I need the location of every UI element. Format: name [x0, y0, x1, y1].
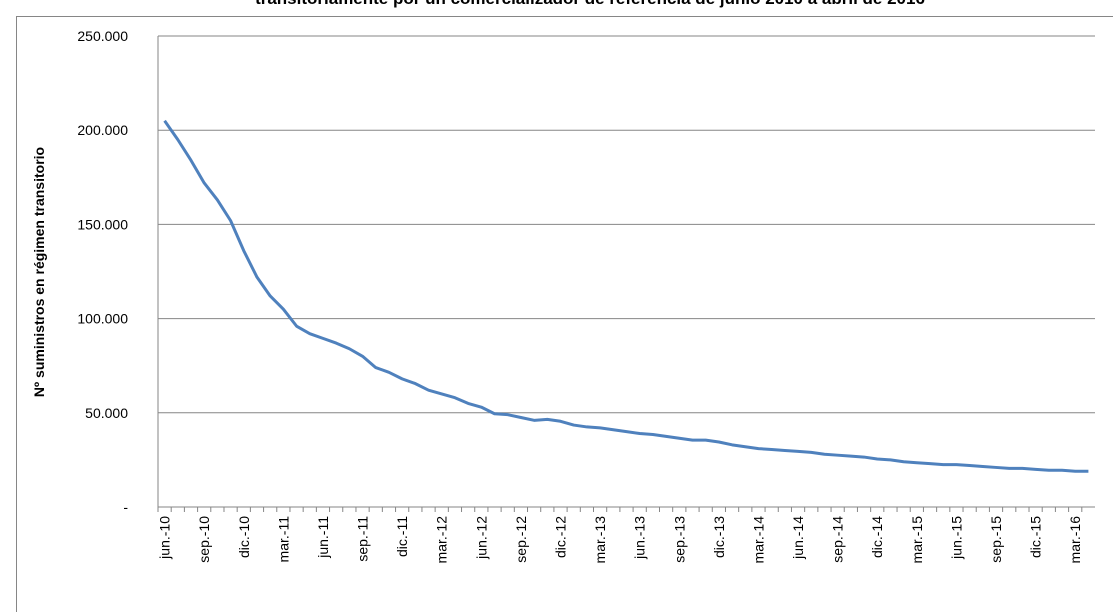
x-tick-label: jun.-14 [790, 516, 806, 560]
x-tick-label: sep.-14 [830, 516, 846, 563]
chart-title: transitoriamente por un comercializador … [255, 0, 925, 8]
x-tick-label: mar.-11 [275, 516, 291, 563]
x-tick-label: dic.-14 [869, 516, 885, 558]
y-tick-label: 200.000 [77, 122, 128, 138]
y-tick-label: 150.000 [77, 216, 128, 232]
x-tick-label: dic.-10 [236, 516, 252, 558]
x-tick-label: dic.-12 [553, 516, 569, 558]
y-tick-label: 50.000 [85, 405, 128, 421]
y-tick-label: - [123, 499, 128, 515]
x-tick-label: mar.-12 [434, 516, 450, 564]
data-line [163, 119, 1089, 473]
x-tick-label: sep.-15 [988, 516, 1004, 563]
x-tick-label: sep.-12 [513, 516, 529, 563]
x-tick-label: jun.-11 [315, 516, 331, 559]
x-tick-label: mar.-14 [750, 516, 766, 564]
x-tick-label: sep.-10 [196, 516, 212, 563]
x-tick-label: sep.-11 [355, 516, 371, 562]
x-tick-label: mar.-13 [592, 516, 608, 564]
x-tick-label: jun.-13 [632, 516, 648, 560]
y-axis-label: Nº suministros en régimen transitorio [31, 147, 47, 397]
x-tick-label: dic.-11 [394, 516, 410, 557]
x-tick-label: mar.-15 [909, 516, 925, 564]
x-tick-label: dic.-15 [1028, 516, 1044, 558]
x-tick-label: sep.-13 [671, 516, 687, 563]
x-tick-label: dic.-13 [711, 516, 727, 558]
chart-frame [16, 16, 1113, 612]
y-tick-label: 250.000 [77, 28, 128, 44]
x-tick-label: jun.-15 [948, 516, 964, 560]
y-tick-label: 100.000 [77, 311, 128, 327]
x-tick-label: mar.-16 [1067, 516, 1083, 564]
x-tick-label: jun.-10 [157, 516, 173, 560]
x-tick-label: jun.-12 [473, 516, 489, 560]
